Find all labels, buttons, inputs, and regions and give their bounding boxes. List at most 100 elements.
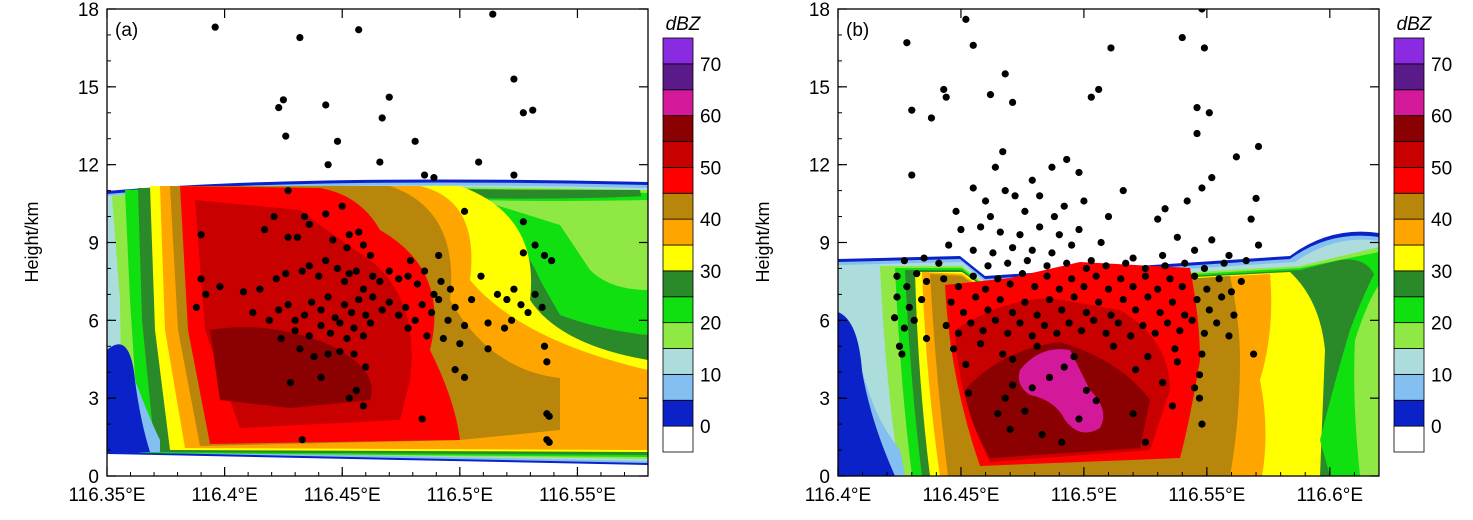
colorbar-swatch-b: [1393, 399, 1425, 427]
lightning-point: [1016, 319, 1024, 327]
lightning-point: [1075, 168, 1083, 177]
lightning-point: [538, 303, 546, 311]
lightning-point: [336, 319, 344, 327]
lightning-point: [1028, 176, 1036, 184]
lightning-point: [994, 275, 1002, 283]
lightning-point: [1119, 187, 1127, 195]
lightning-point: [305, 332, 313, 340]
lightning-point: [336, 347, 344, 356]
lightning-point: [1043, 262, 1051, 270]
lightning-point: [1055, 285, 1063, 293]
lightning-point: [1092, 397, 1100, 405]
lightning-point: [903, 39, 911, 47]
lightning-point: [282, 132, 290, 140]
y-tick-label-a: 0: [88, 467, 99, 488]
echo-right-lobe-inner-b: [1354, 285, 1379, 476]
lightning-point: [300, 311, 309, 319]
lightning-point: [305, 262, 313, 270]
lightning-point: [1200, 264, 1209, 273]
lightning-point: [1156, 308, 1164, 317]
lightning-point: [1070, 353, 1078, 361]
lightning-point: [1193, 295, 1201, 304]
lightning-point: [1028, 332, 1036, 340]
lightning-point: [969, 272, 977, 280]
lightning-point: [517, 301, 525, 309]
lightning-point: [296, 33, 304, 42]
lightning-point: [500, 324, 509, 332]
lightning-point: [1114, 319, 1122, 327]
lightning-point: [298, 436, 306, 444]
lightning-point: [977, 340, 985, 348]
lightning-point: [1178, 33, 1186, 42]
lightning-point: [343, 244, 351, 252]
lightning-point: [305, 220, 313, 228]
lightning-point: [1060, 202, 1068, 210]
lightning-point: [355, 295, 363, 304]
lightning-point: [1151, 329, 1159, 337]
lightning-point: [1060, 363, 1068, 371]
lightning-point: [284, 233, 292, 241]
lightning-point: [352, 267, 360, 275]
lightning-point: [1063, 155, 1071, 164]
colorbar-a: 0 10 20 30 40 50 60 70: [662, 37, 721, 453]
lightning-point: [1036, 223, 1044, 231]
lightning-point: [1139, 321, 1147, 330]
lightning-point: [898, 350, 906, 358]
lightning-point: [437, 277, 445, 286]
lightning-point: [270, 212, 278, 221]
colorbar-swatch-a: [662, 270, 694, 298]
colorbar-swatch-b: [1393, 89, 1425, 117]
lightning-point: [1190, 384, 1199, 392]
lightning-point: [1087, 257, 1095, 265]
lightning-point: [411, 137, 419, 145]
lightning-point: [402, 303, 410, 311]
lightning-point: [1159, 379, 1167, 387]
lightning-point: [1109, 342, 1118, 350]
lightning-point: [369, 272, 377, 280]
lightning-point: [1141, 438, 1149, 446]
y-axis-label-a: Height/km: [22, 201, 42, 282]
lightning-point: [1092, 272, 1100, 280]
lightning-point: [900, 324, 908, 332]
lightning-point: [1063, 259, 1071, 267]
lightning-point: [1131, 306, 1140, 314]
lightning-point: [890, 314, 899, 322]
y-tick-label-a: 9: [88, 234, 99, 255]
lightning-point: [376, 277, 384, 286]
lightning-point: [910, 316, 918, 324]
lightning-point: [359, 332, 367, 340]
lightning-point: [507, 316, 516, 324]
lightning-point: [1023, 257, 1031, 265]
lightning-point: [265, 316, 273, 324]
lightning-point: [1021, 298, 1029, 306]
colorbar-swatch-a: [662, 425, 694, 453]
lightning-point: [348, 308, 356, 317]
lightning-point: [1208, 236, 1216, 244]
lightning-point: [430, 174, 438, 182]
lightning-point: [385, 267, 393, 275]
lightning-point: [1129, 410, 1137, 418]
y-tick-label-b: 9: [819, 234, 830, 255]
lightning-point: [1173, 233, 1181, 241]
lightning-point: [340, 301, 349, 309]
x-tick-label-a: 116.45°E: [304, 485, 381, 506]
lightning-point: [1188, 316, 1196, 324]
y-tick-label-b: 6: [819, 311, 830, 332]
lightning-point: [326, 329, 335, 337]
lightning-point: [286, 379, 295, 387]
lightning-point: [942, 93, 950, 101]
lightning-point: [519, 249, 527, 257]
lightning-point: [359, 285, 367, 293]
y-axis-label-b: Height/km: [753, 201, 773, 282]
colorbar-label-b: 0: [1431, 417, 1442, 438]
lightning-point: [908, 171, 916, 179]
lightning-point: [1225, 251, 1233, 260]
lightning-point: [1011, 192, 1019, 200]
lightning-point: [984, 306, 992, 314]
lightning-point: [1021, 407, 1029, 415]
x-tick-label-b: 116.45°E: [922, 485, 999, 506]
lightning-point: [1215, 275, 1223, 283]
lightning-point: [981, 197, 990, 205]
lightning-point: [355, 26, 363, 34]
lightning-point: [1254, 142, 1263, 151]
